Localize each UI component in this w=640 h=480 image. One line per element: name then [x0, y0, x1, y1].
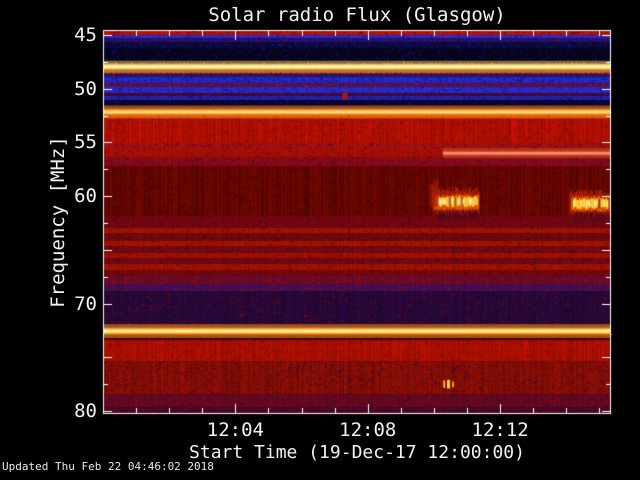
y-tick-label: 80	[74, 399, 97, 422]
x-tick-label: 12:04	[206, 419, 264, 441]
x-tick-label: 12:08	[339, 419, 397, 441]
x-axis-label: Start Time (19-Dec-17 12:00:00)	[189, 442, 525, 463]
y-axis-label: Frequency [MHz]	[47, 136, 69, 308]
y-tick-label: 70	[74, 292, 97, 315]
chart-title: Solar radio Flux (Glasgow)	[208, 4, 506, 26]
x-tick-label: 12:12	[471, 419, 529, 441]
y-tick-label: 60	[74, 185, 97, 208]
y-tick-label: 50	[74, 77, 97, 100]
y-tick-label: 45	[74, 24, 97, 47]
y-tick-label: 55	[74, 131, 97, 154]
update-timestamp: Updated Thu Feb 22 04:46:02 2018	[2, 460, 214, 473]
